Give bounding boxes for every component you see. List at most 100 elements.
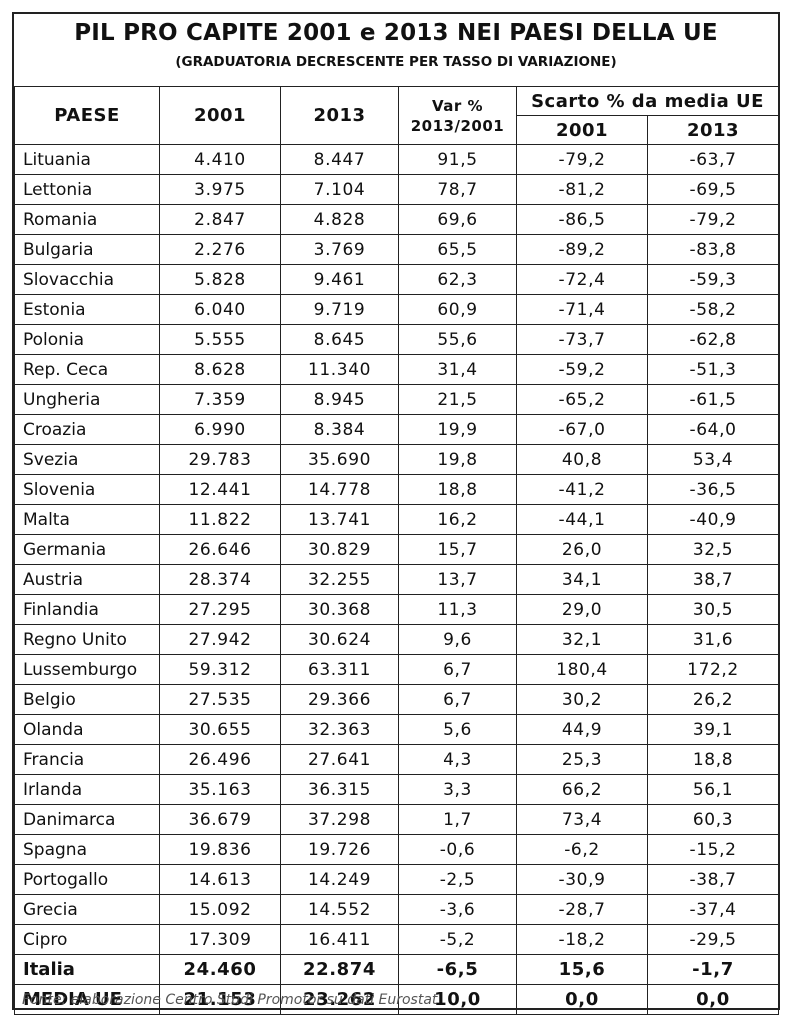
- cell-gdp-2001: 27.942: [159, 624, 281, 655]
- cell-scarto-2013: -79,2: [647, 204, 779, 235]
- cell-gdp-2013: 22.874: [280, 954, 399, 985]
- cell-scarto-2013: 60,3: [647, 804, 779, 835]
- cell-scarto-2001: 44,9: [516, 714, 648, 745]
- cell-gdp-2001: 26.496: [159, 744, 281, 775]
- cell-scarto-2001: -30,9: [516, 864, 648, 895]
- cell-var-pct: 60,9: [398, 294, 517, 325]
- cell-country: Slovacchia: [14, 264, 160, 295]
- cell-country: Austria: [14, 564, 160, 595]
- cell-scarto-2001: 66,2: [516, 774, 648, 805]
- cell-scarto-2013: -63,7: [647, 144, 779, 175]
- cell-gdp-2001: 17.309: [159, 924, 281, 955]
- table-row: Grecia 15.092 14.552 -3,6 -28,7 -37,4: [14, 894, 779, 925]
- cell-gdp-2001: 14.613: [159, 864, 281, 895]
- cell-gdp-2013: 63.311: [280, 654, 399, 685]
- cell-gdp-2013: 27.641: [280, 744, 399, 775]
- cell-var-pct: 3,3: [398, 774, 517, 805]
- cell-gdp-2013: 30.624: [280, 624, 399, 655]
- cell-gdp-2013: 14.249: [280, 864, 399, 895]
- cell-var-pct: 69,6: [398, 204, 517, 235]
- header-var-line1: Var %: [431, 96, 484, 115]
- cell-gdp-2001: 8.628: [159, 354, 281, 385]
- cell-country: Romania: [14, 204, 160, 235]
- table-row: Romania 2.847 4.828 69,6 -86,5 -79,2: [14, 204, 779, 235]
- cell-gdp-2013: 14.552: [280, 894, 399, 925]
- cell-scarto-2001: -67,0: [516, 414, 648, 445]
- cell-gdp-2001: 36.679: [159, 804, 281, 835]
- cell-scarto-2013: -83,8: [647, 234, 779, 265]
- cell-gdp-2013: 37.298: [280, 804, 399, 835]
- cell-var-pct: 18,8: [398, 474, 517, 505]
- cell-var-pct: 21,5: [398, 384, 517, 415]
- cell-scarto-2013: -15,2: [647, 834, 779, 865]
- cell-gdp-2001: 12.441: [159, 474, 281, 505]
- cell-gdp-2013: 19.726: [280, 834, 399, 865]
- cell-country: Danimarca: [14, 804, 160, 835]
- cell-var-pct: 19,9: [398, 414, 517, 445]
- cell-gdp-2013: 14.778: [280, 474, 399, 505]
- table-row: Rep. Ceca 8.628 11.340 31,4 -59,2 -51,3: [14, 354, 779, 385]
- cell-gdp-2001: 4.410: [159, 144, 281, 175]
- header-row-2: 2001 2013: [15, 115, 779, 145]
- header-2013: 2013: [280, 86, 399, 145]
- cell-scarto-2013: 32,5: [647, 534, 779, 565]
- header-var-line2: 2013/2001: [410, 116, 505, 135]
- cell-country: Grecia: [14, 894, 160, 925]
- table-row: Portogallo 14.613 14.249 -2,5 -30,9 -38,7: [14, 864, 779, 895]
- cell-scarto-2013: 31,6: [647, 624, 779, 655]
- table-row: Croazia 6.990 8.384 19,9 -67,0 -64,0: [14, 414, 779, 445]
- cell-gdp-2013: 8.945: [280, 384, 399, 415]
- cell-scarto-2013: 38,7: [647, 564, 779, 595]
- cell-gdp-2001: 24.460: [159, 954, 281, 985]
- table-subtitle: (GRADUATORIA DECRESCENTE PER TASSO DI VA…: [175, 54, 617, 70]
- cell-var-pct: 19,8: [398, 444, 517, 475]
- cell-gdp-2013: 8.447: [280, 144, 399, 175]
- cell-scarto-2013: -36,5: [647, 474, 779, 505]
- cell-gdp-2013: 8.384: [280, 414, 399, 445]
- cell-var-pct: 4,3: [398, 744, 517, 775]
- cell-scarto-2001: 73,4: [516, 804, 648, 835]
- cell-var-pct: 6,7: [398, 684, 517, 715]
- cell-gdp-2013: 11.340: [280, 354, 399, 385]
- table-row: Belgio 27.535 29.366 6,7 30,2 26,2: [14, 684, 779, 715]
- cell-scarto-2001: 30,2: [516, 684, 648, 715]
- table-body: Lituania 4.410 8.447 91,5 -79,2 -63,7 Lettonia…: [14, 144, 779, 1015]
- cell-var-pct: 1,7: [398, 804, 517, 835]
- cell-var-pct: 55,6: [398, 324, 517, 355]
- table-row: Spagna 19.836 19.726 -0,6 -6,2 -15,2: [14, 834, 779, 865]
- cell-country: Cipro: [14, 924, 160, 955]
- cell-country: Irlanda: [14, 774, 160, 805]
- table-row: Bulgaria 2.276 3.769 65,5 -89,2 -83,8: [14, 234, 779, 265]
- cell-gdp-2001: 15.092: [159, 894, 281, 925]
- cell-country: Slovenia: [14, 474, 160, 505]
- cell-scarto-2001: 40,8: [516, 444, 648, 475]
- table-row: Svezia 29.783 35.690 19,8 40,8 53,4: [14, 444, 779, 475]
- cell-scarto-2013: -69,5: [647, 174, 779, 205]
- cell-scarto-2001: -65,2: [516, 384, 648, 415]
- cell-scarto-2001: -89,2: [516, 234, 648, 265]
- cell-scarto-2001: -72,4: [516, 264, 648, 295]
- cell-var-pct: 9,6: [398, 624, 517, 655]
- cell-country: Regno Unito: [14, 624, 160, 655]
- cell-country: Belgio: [14, 684, 160, 715]
- cell-gdp-2001: 19.836: [159, 834, 281, 865]
- cell-scarto-2001: -86,5: [516, 204, 648, 235]
- table-row: Danimarca 36.679 37.298 1,7 73,4 60,3: [14, 804, 779, 835]
- cell-gdp-2013: 29.366: [280, 684, 399, 715]
- cell-country: Lituania: [14, 144, 160, 175]
- cell-scarto-2013: -38,7: [647, 864, 779, 895]
- cell-scarto-2001: -81,2: [516, 174, 648, 205]
- cell-scarto-2013: 30,5: [647, 594, 779, 625]
- cell-scarto-2013: -1,7: [647, 954, 779, 985]
- cell-gdp-2001: 7.359: [159, 384, 281, 415]
- cell-country: Lussemburgo: [14, 654, 160, 685]
- table-row: MEDIA UE 21.153 23.262 10,0 0,0 0,0: [14, 984, 779, 1015]
- cell-var-pct: -0,6: [398, 834, 517, 865]
- table-row: Germania 26.646 30.829 15,7 26,0 32,5: [14, 534, 779, 565]
- cell-country: Ungheria: [14, 384, 160, 415]
- cell-var-pct: -6,5: [398, 954, 517, 985]
- cell-scarto-2001: 0,0: [516, 984, 648, 1015]
- cell-country: Lettonia: [14, 174, 160, 205]
- cell-scarto-2001: -79,2: [516, 144, 648, 175]
- cell-var-pct: 91,5: [398, 144, 517, 175]
